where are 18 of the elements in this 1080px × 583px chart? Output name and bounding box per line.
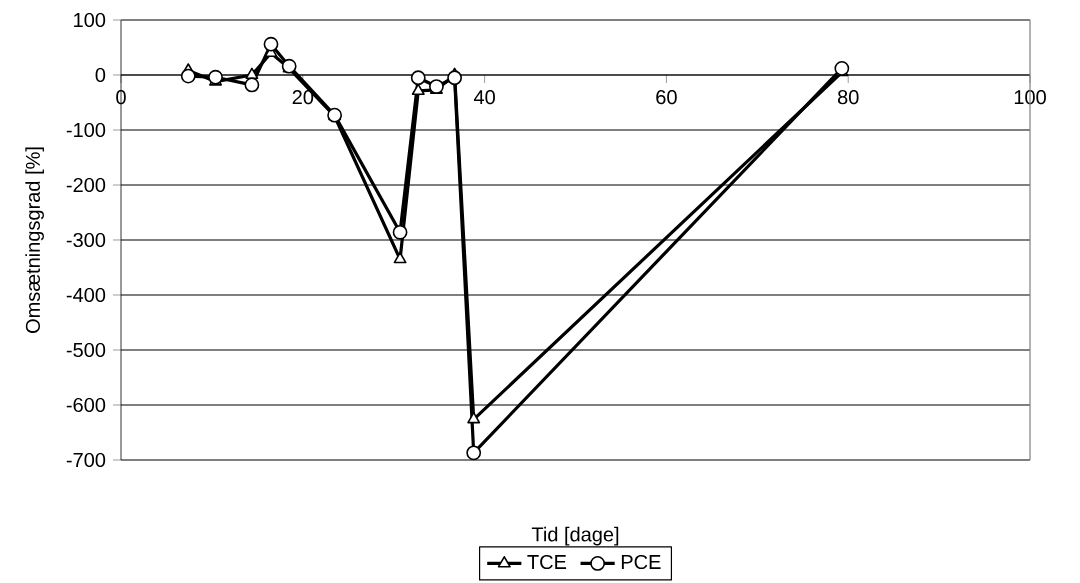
y-tick-label: -600 (66, 397, 106, 413)
x-tick-label: 100 (1014, 90, 1046, 105)
y-tick-label: -500 (66, 342, 106, 358)
x-tick-label: 40 (473, 90, 495, 105)
legend-label: PCE (621, 554, 661, 570)
x-tick-label: 80 (837, 90, 859, 105)
y-axis-title: Omsætningsgrad [%] (25, 147, 44, 333)
y-tick-label: 100 (74, 12, 106, 28)
y-tick-label: -400 (66, 287, 106, 303)
legend-label: TCE (527, 554, 567, 570)
x-tick-label: 0 (116, 90, 126, 105)
y-tick-label: -300 (66, 232, 106, 248)
y-tick-label: -700 (66, 452, 106, 468)
x-axis-title: Tid [dage] (531, 526, 619, 546)
y-tick-label: -200 (66, 177, 106, 193)
y-tick-label: 0 (95, 67, 106, 83)
x-tick-label: 60 (656, 90, 677, 105)
y-tick-label: -100 (66, 122, 106, 138)
